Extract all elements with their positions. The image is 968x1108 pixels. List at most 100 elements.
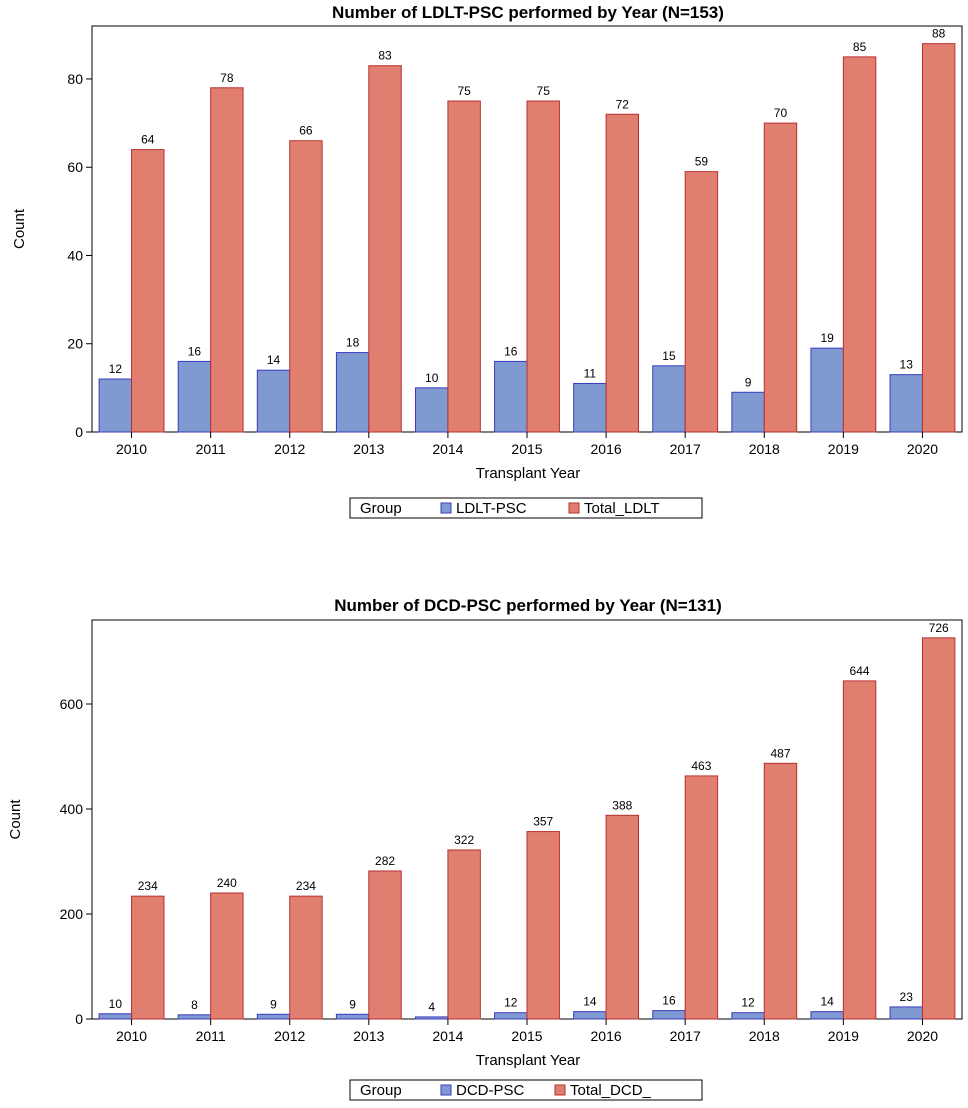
chart0-bar-ldlt-psc-2014 xyxy=(414,387,449,433)
chart1-xtick-label: 2013 xyxy=(353,1028,384,1044)
chart0-ytick-label: 0 xyxy=(75,424,83,440)
chart1-xtick-label: 2018 xyxy=(749,1028,780,1044)
chart0-data-label: 85 xyxy=(853,40,867,54)
chart1-data-label: 487 xyxy=(770,746,790,760)
chart0-xtick-label: 2016 xyxy=(591,441,622,457)
chart0-legend-swatch-1 xyxy=(568,502,580,514)
chart0-bar-total-ldlt-2019 xyxy=(842,56,877,433)
chart0-legend-label-1: Total_LDLT xyxy=(584,500,660,517)
chart0-bar-ldlt-psc-2011 xyxy=(177,360,212,433)
chart1-bar-total-dcd-2016 xyxy=(605,814,640,1020)
chart1-ytick-label: 200 xyxy=(60,906,84,922)
chart0-xtick-label: 2012 xyxy=(274,441,305,457)
chart1-data-label: 23 xyxy=(900,990,914,1004)
chart0-bar-ldlt-psc-2013 xyxy=(335,352,370,433)
chart1-ylabel: Count xyxy=(7,799,24,840)
chart1-data-label: 12 xyxy=(741,996,755,1010)
chart0-data-label: 14 xyxy=(267,353,281,367)
chart1-bar-dcd-psc-2013 xyxy=(335,1013,370,1020)
chart0-data-label: 75 xyxy=(457,84,471,98)
chart1-ytick-label: 400 xyxy=(60,801,84,817)
chart1-data-label: 234 xyxy=(296,879,316,893)
chart0-data-label: 75 xyxy=(537,84,551,98)
chart1-xlabel: Transplant Year xyxy=(476,1052,581,1069)
chart0-bar-total-ldlt-2017 xyxy=(684,171,719,433)
chart0-bar-total-ldlt-2016 xyxy=(605,113,640,433)
ldlt-chart: Number of LDLT-PSC performed by Year (N=… xyxy=(11,3,963,519)
chart0-data-label: 70 xyxy=(774,106,788,120)
chart1-data-label: 240 xyxy=(217,876,237,890)
chart0-data-label: 19 xyxy=(820,331,834,345)
chart0-xlabel: Transplant Year xyxy=(476,465,581,482)
chart1-legend-box xyxy=(349,1079,703,1101)
chart0-bar-ldlt-psc-2019 xyxy=(810,347,844,433)
chart0-ytick-label: 20 xyxy=(67,336,83,352)
chart0-data-label: 72 xyxy=(616,97,630,111)
chart1-ytick-label: 600 xyxy=(60,696,84,712)
chart1-legend-swatch-1 xyxy=(554,1084,566,1096)
chart0-legend-swatch-0 xyxy=(440,502,452,514)
chart0-data-label: 11 xyxy=(584,366,597,380)
chart0-ytick-label: 40 xyxy=(67,247,83,263)
chart1-data-label: 357 xyxy=(533,815,553,829)
chart0-xtick-label: 2015 xyxy=(511,441,542,457)
chart0-bar-ldlt-psc-2015 xyxy=(494,360,528,433)
chart0-ytick-label: 60 xyxy=(67,159,83,175)
chart1-data-label: 14 xyxy=(583,995,597,1009)
chart1-xtick-label: 2011 xyxy=(196,1028,226,1044)
chart0-xtick-label: 2019 xyxy=(828,441,859,457)
chart0-data-label: 10 xyxy=(425,371,439,385)
chart1-bar-dcd-psc-2016 xyxy=(573,1011,607,1020)
chart0-data-label: 64 xyxy=(141,133,155,147)
chart1-data-label: 9 xyxy=(270,997,277,1011)
chart1-data-label: 4 xyxy=(428,1000,435,1014)
dcd-chart: Number of DCD-PSC performed by Year (N=1… xyxy=(7,596,963,1101)
chart1-xtick-label: 2019 xyxy=(828,1028,859,1044)
chart1-bar-total-dcd-2014 xyxy=(447,849,481,1020)
chart0-bar-total-ldlt-2020 xyxy=(921,43,956,433)
chart1-xtick-label: 2014 xyxy=(432,1028,463,1044)
chart1-bar-dcd-psc-2010 xyxy=(98,1013,133,1020)
chart0-data-label: 78 xyxy=(220,71,234,85)
chart1-xtick-label: 2015 xyxy=(511,1028,542,1044)
chart0-bar-total-ldlt-2013 xyxy=(368,65,402,433)
chart1-bar-dcd-psc-2012 xyxy=(256,1013,291,1020)
chart1-data-label: 14 xyxy=(820,995,834,1009)
chart0-legend-title: Group xyxy=(360,500,402,517)
chart0-data-label: 16 xyxy=(188,344,202,358)
chart1-xtick-label: 2016 xyxy=(591,1028,622,1044)
chart1-bar-total-dcd-2020 xyxy=(921,637,956,1020)
chart0-data-label: 18 xyxy=(346,336,360,350)
chart0-data-label: 12 xyxy=(109,362,123,376)
chart0-bar-total-ldlt-2012 xyxy=(289,140,323,433)
chart0-data-label: 16 xyxy=(504,344,518,358)
chart0-bar-total-ldlt-2018 xyxy=(763,122,798,433)
chart1-legend-swatch-0 xyxy=(440,1084,452,1096)
chart0-data-label: 59 xyxy=(695,155,709,169)
chart0-data-label: 66 xyxy=(299,124,313,138)
chart0-xtick-label: 2017 xyxy=(670,441,701,457)
chart1-bar-total-dcd-2019 xyxy=(842,680,877,1020)
chart1-legend-title: Group xyxy=(360,1082,402,1099)
chart1-bar-total-dcd-2015 xyxy=(526,831,560,1020)
chart1-bar-dcd-psc-2018 xyxy=(731,1012,765,1020)
chart1-legend-label-1: Total_DCD_ xyxy=(570,1082,652,1099)
chart0-bar-ldlt-psc-2020 xyxy=(889,374,923,433)
chart0-xtick-label: 2013 xyxy=(353,441,384,457)
chart1-data-label: 644 xyxy=(850,664,870,678)
chart0-data-label: 88 xyxy=(932,27,946,41)
chart0-bar-ldlt-psc-2010 xyxy=(98,378,133,433)
chart1-bar-dcd-psc-2020 xyxy=(889,1006,923,1020)
chart1-ytick-label: 0 xyxy=(75,1011,83,1027)
chart1-bar-total-dcd-2010 xyxy=(131,895,165,1020)
chart1-data-label: 322 xyxy=(454,833,474,847)
chart1-legend-label-0: DCD-PSC xyxy=(456,1082,525,1099)
chart1-data-label: 12 xyxy=(504,996,518,1010)
chart1-bar-dcd-psc-2015 xyxy=(494,1012,528,1020)
chart0-bar-total-ldlt-2011 xyxy=(210,87,244,433)
chart1-bar-dcd-psc-2011 xyxy=(177,1014,212,1020)
chart1-data-label: 282 xyxy=(375,854,395,868)
chart1-xtick-label: 2020 xyxy=(907,1028,938,1044)
chart0-xtick-label: 2010 xyxy=(116,441,147,457)
chart0-ylabel: Count xyxy=(11,208,28,249)
